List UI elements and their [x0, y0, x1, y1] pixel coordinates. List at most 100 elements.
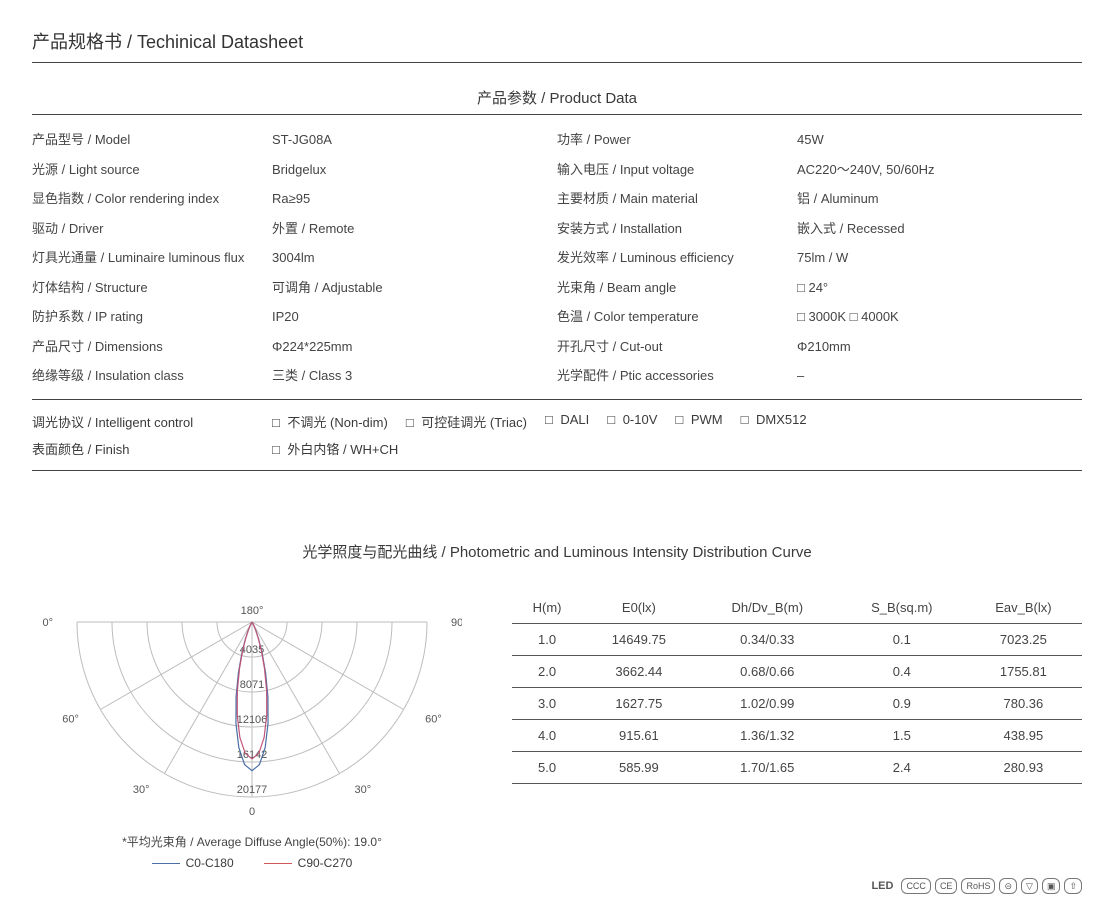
table-cell: 780.36: [965, 687, 1082, 719]
spec-label: 输入电压 / Input voltage: [557, 160, 797, 180]
table-cell: 5.0: [512, 751, 582, 783]
spec-label: 功率 / Power: [557, 130, 797, 150]
table-cell: 0.9: [839, 687, 965, 719]
finish-options: □ 外白内铬 / WH+CH: [272, 439, 1082, 458]
spec-label: 发光效率 / Luminous efficiency: [557, 248, 797, 268]
cert-badge: ⇧: [1064, 878, 1082, 894]
spec-label: 开孔尺寸 / Cut-out: [557, 337, 797, 357]
table-row: 1.014649.750.34/0.330.17023.25: [512, 623, 1082, 655]
spec-value: Φ210mm: [797, 337, 1082, 357]
spec-label: 灯体结构 / Structure: [32, 278, 272, 298]
spec-row: 发光效率 / Luminous efficiency75lm / W: [557, 243, 1082, 273]
svg-text:90°: 90°: [42, 617, 53, 629]
table-cell: 915.61: [582, 719, 696, 751]
table-header: E0(lx): [582, 592, 696, 624]
table-cell: 1.70/1.65: [696, 751, 839, 783]
spec-label: 显色指数 / Color rendering index: [32, 189, 272, 209]
table-cell: 14649.75: [582, 623, 696, 655]
spec-row: 光学配件 / Ptic accessories–: [557, 361, 1082, 391]
svg-text:8071: 8071: [240, 679, 264, 691]
table-cell: 7023.25: [965, 623, 1082, 655]
legend-item: C0-C180: [152, 856, 234, 870]
spec-value: Ra≥95: [272, 189, 557, 209]
spec-row: 灯体结构 / Structure可调角 / Adjustable: [32, 273, 557, 303]
polar-block: 90°90°60°60°30°30°180°040358071121061614…: [32, 592, 472, 870]
spec-label: 驱动 / Driver: [32, 219, 272, 239]
table-cell: 3662.44: [582, 655, 696, 687]
cert-badge: ▽: [1021, 878, 1038, 894]
spec-value: 可调角 / Adjustable: [272, 278, 557, 298]
table-cell: 0.34/0.33: [696, 623, 839, 655]
polar-chart: 90°90°60°60°30°30°180°040358071121061614…: [42, 592, 462, 822]
svg-text:90°: 90°: [451, 617, 462, 629]
control-section: 调光协议 / Intelligent control □ 不调光 (Non-di…: [32, 400, 1082, 471]
spec-label: 光源 / Light source: [32, 160, 272, 180]
table-cell: 3.0: [512, 687, 582, 719]
spec-value: ST-JG08A: [272, 130, 557, 150]
table-cell: 1.02/0.99: [696, 687, 839, 719]
svg-text:60°: 60°: [62, 713, 79, 725]
svg-text:20177: 20177: [237, 784, 268, 796]
table-row: 5.0585.991.70/1.652.4280.93: [512, 751, 1082, 783]
table-row: 4.0915.611.36/1.321.5438.95: [512, 719, 1082, 751]
spec-value: 75lm / W: [797, 248, 1082, 268]
spec-row: 绝缘等级 / Insulation class三类 / Class 3: [32, 361, 557, 391]
photometric-table: H(m)E0(lx)Dh/Dv_B(m)S_B(sq.m)Eav_B(lx) 1…: [512, 592, 1082, 784]
table-cell: 1.0: [512, 623, 582, 655]
control-row: 调光协议 / Intelligent control □ 不调光 (Non-di…: [32, 408, 1082, 435]
finish-label: 表面颜色 / Finish: [32, 439, 272, 458]
spec-value: Φ224*225mm: [272, 337, 557, 357]
table-cell: 2.4: [839, 751, 965, 783]
checkbox-option[interactable]: □ 外白内铬 / WH+CH: [272, 439, 398, 458]
spec-value: Bridgelux: [272, 160, 557, 180]
spec-row: 显色指数 / Color rendering indexRa≥95: [32, 184, 557, 214]
spec-row: 开孔尺寸 / Cut-outΦ210mm: [557, 332, 1082, 362]
table-cell: 438.95: [965, 719, 1082, 751]
polar-caption: *平均光束角 / Average Diffuse Angle(50%): 19.…: [32, 833, 472, 850]
spec-value: –: [797, 366, 1082, 386]
spec-label: 防护系数 / IP rating: [32, 307, 272, 327]
section-header-product-data: 产品参数 / Product Data: [32, 81, 1082, 115]
svg-text:180°: 180°: [241, 605, 264, 617]
spec-value: □ 3000K □ 4000K: [797, 307, 1082, 327]
table-header: Dh/Dv_B(m): [696, 592, 839, 624]
spec-col-left: 产品型号 / ModelST-JG08A光源 / Light sourceBri…: [32, 125, 557, 391]
spec-row: 光源 / Light sourceBridgelux: [32, 155, 557, 185]
svg-text:60°: 60°: [425, 713, 442, 725]
svg-text:0: 0: [249, 806, 255, 818]
spec-row: 灯具光通量 / Luminaire luminous flux3004lm: [32, 243, 557, 273]
checkbox-option[interactable]: □ 不调光 (Non-dim): [272, 412, 388, 431]
spec-row: 产品型号 / ModelST-JG08A: [32, 125, 557, 155]
spec-value: AC220～240V, 50/60Hz: [797, 160, 1082, 180]
cert-row: LEDCCCCERoHS⊝▽▣⇧: [32, 878, 1082, 894]
control-label: 调光协议 / Intelligent control: [32, 412, 272, 431]
table-cell: 0.68/0.66: [696, 655, 839, 687]
checkbox-option[interactable]: □ PWM: [675, 412, 722, 431]
page-title: 产品规格书 / Techinical Datasheet: [32, 28, 1082, 63]
checkbox-option[interactable]: □ DALI: [545, 412, 589, 431]
spec-value: 铝 / Aluminum: [797, 189, 1082, 209]
spec-value: IP20: [272, 307, 557, 327]
table-cell: 1627.75: [582, 687, 696, 719]
spec-value: □ 24°: [797, 278, 1082, 298]
control-options: □ 不调光 (Non-dim) □ 可控硅调光 (Triac) □ DALI □ 0-…: [272, 412, 1082, 431]
spec-row: 色温 / Color temperature□ 3000K □ 4000K: [557, 302, 1082, 332]
spec-value: 嵌入式 / Recessed: [797, 219, 1082, 239]
table-cell: 280.93: [965, 751, 1082, 783]
svg-text:30°: 30°: [355, 784, 372, 796]
table-cell: 2.0: [512, 655, 582, 687]
spec-row: 安装方式 / Installation嵌入式 / Recessed: [557, 214, 1082, 244]
table-cell: 1.5: [839, 719, 965, 751]
table-cell: 1.36/1.32: [696, 719, 839, 751]
checkbox-option[interactable]: □ DMX512: [741, 412, 807, 431]
cert-badge: ⊝: [999, 878, 1017, 894]
table-header: H(m): [512, 592, 582, 624]
spec-col-right: 功率 / Power45W输入电压 / Input voltageAC220～2…: [557, 125, 1082, 391]
spec-label: 光学配件 / Ptic accessories: [557, 366, 797, 386]
checkbox-option[interactable]: □ 0-10V: [607, 412, 657, 431]
checkbox-option[interactable]: □ 可控硅调光 (Triac): [406, 412, 527, 431]
table-cell: 0.4: [839, 655, 965, 687]
curve-section-title: 光学照度与配光曲线 / Photometric and Luminous Int…: [32, 541, 1082, 562]
table-cell: 585.99: [582, 751, 696, 783]
spec-row: 驱动 / Driver外置 / Remote: [32, 214, 557, 244]
